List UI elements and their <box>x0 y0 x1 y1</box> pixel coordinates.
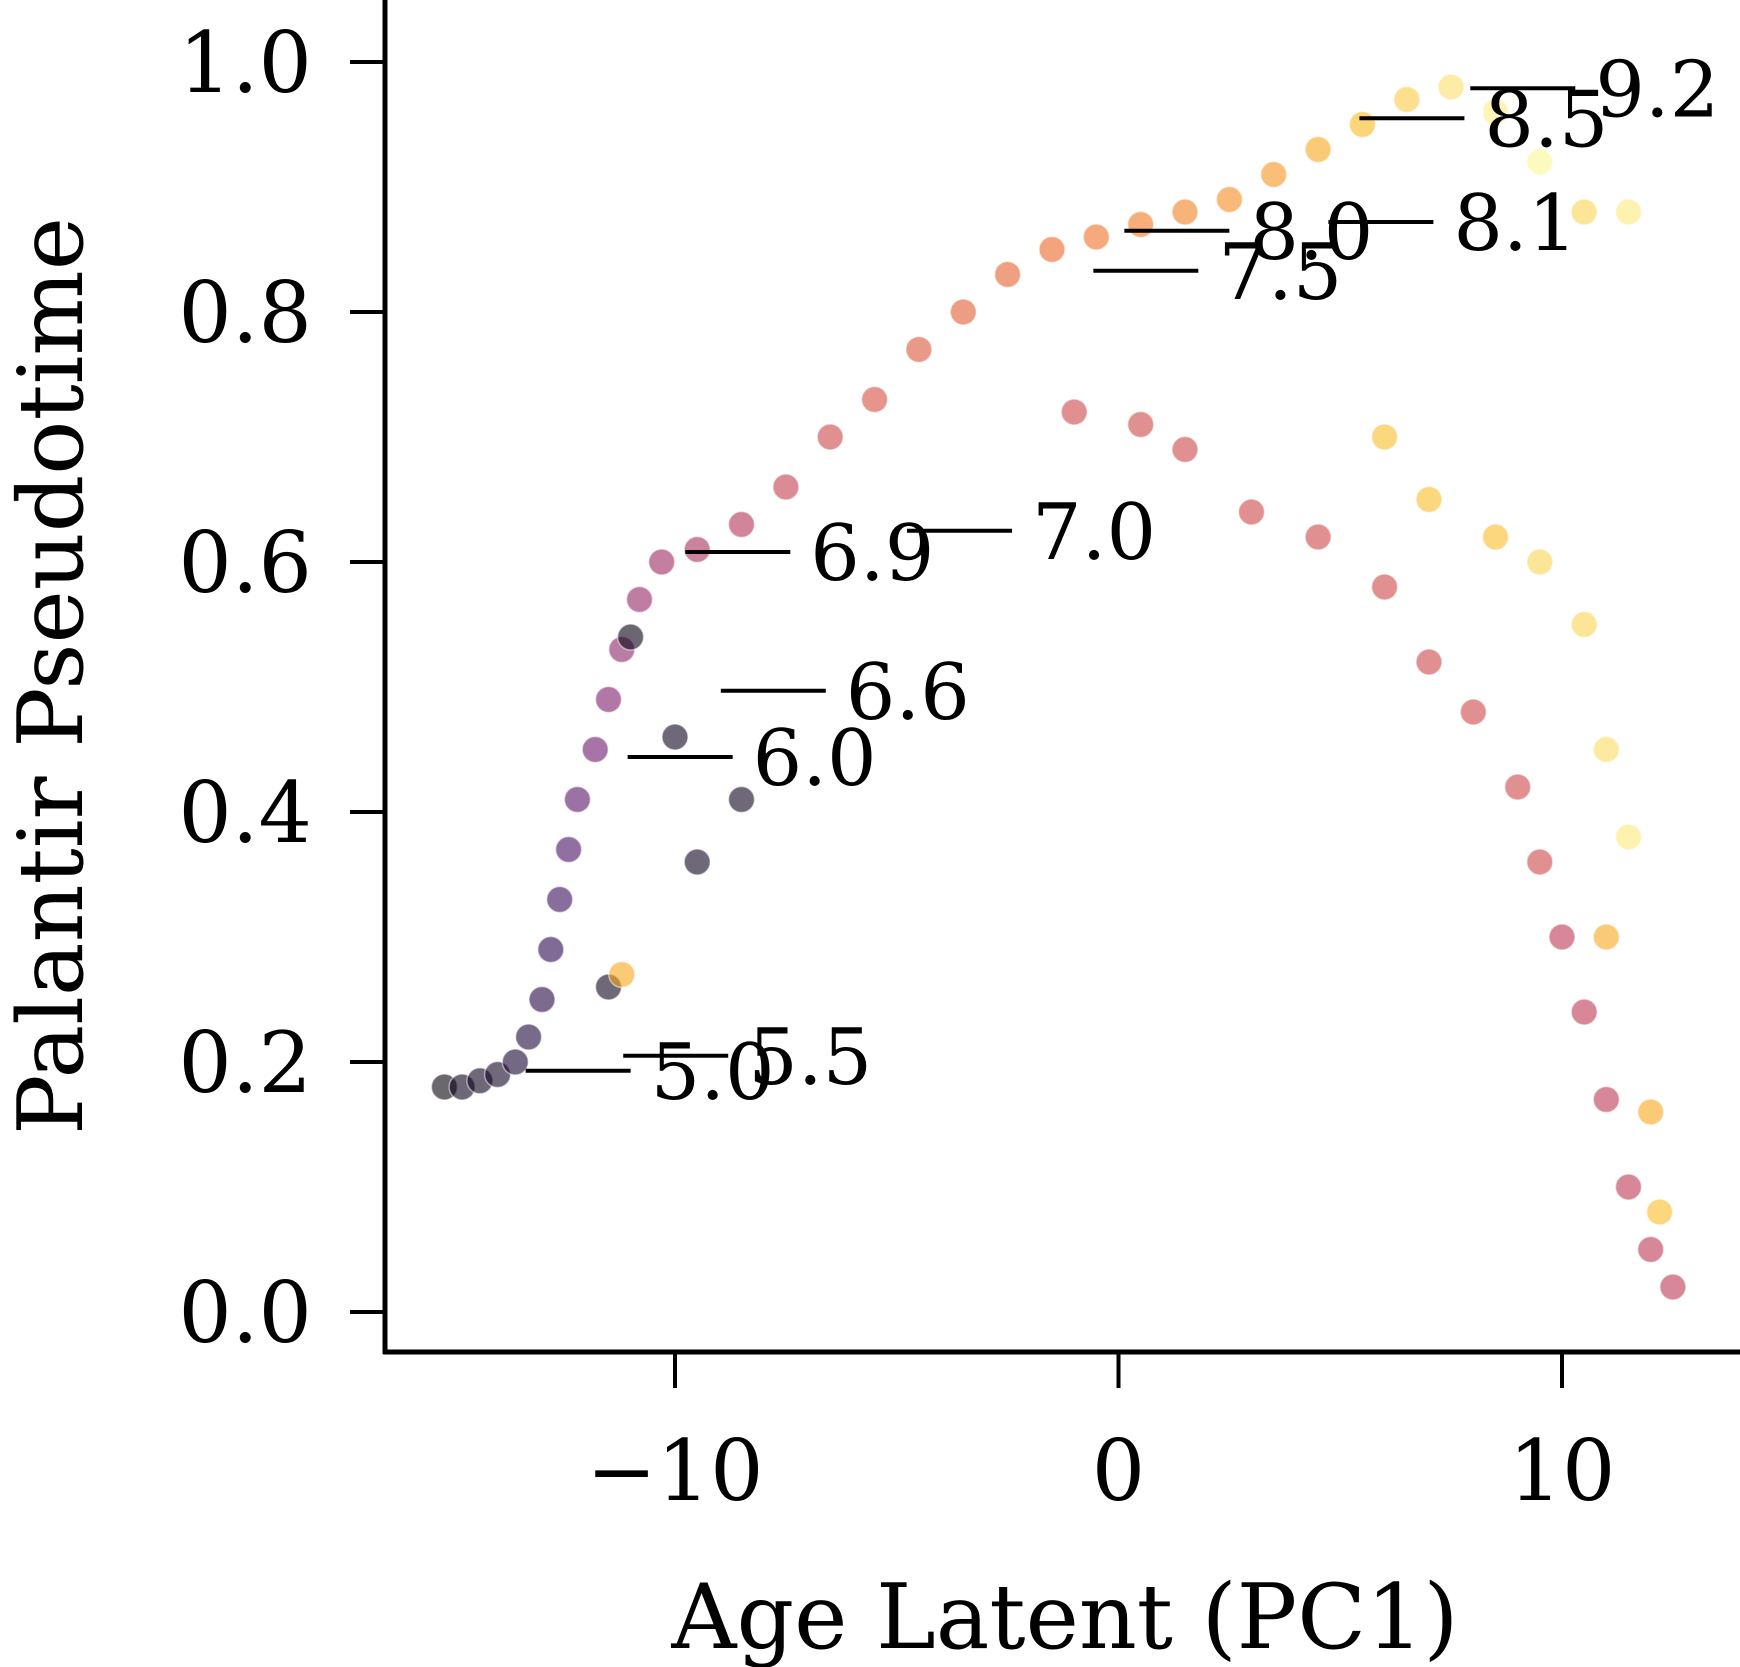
data-point <box>1636 1235 1665 1264</box>
data-point <box>1570 198 1598 226</box>
axes <box>382 0 1740 1355</box>
data-point <box>1393 85 1421 114</box>
data-point <box>1259 160 1288 189</box>
data-point <box>1481 98 1510 126</box>
annotation-label: 8.1 <box>1453 179 1577 269</box>
data-point <box>1548 923 1576 951</box>
y-tick-label: 0.4 <box>178 764 312 862</box>
y-ticks: 0.0 0.2 0.4 0.6 0.8 1.0 <box>178 14 385 1362</box>
data-point <box>1215 185 1244 214</box>
data-point <box>1570 610 1598 639</box>
data-point <box>993 260 1022 289</box>
data-point <box>683 848 711 876</box>
data-point <box>1645 1198 1674 1226</box>
data-point <box>1614 823 1643 851</box>
data-point <box>537 935 565 964</box>
data-point <box>1370 423 1399 451</box>
data-point <box>608 960 636 989</box>
data-point <box>1415 485 1443 514</box>
y-tick-label: 0.2 <box>178 1014 312 1112</box>
data-point <box>1060 398 1088 426</box>
annotation-label: 6.0 <box>753 714 877 804</box>
data-point <box>1526 548 1554 576</box>
data-point <box>1126 410 1155 439</box>
data-point <box>514 1023 543 1051</box>
data-point <box>1304 523 1332 551</box>
annotation-label: 5.5 <box>748 1013 872 1103</box>
data-point <box>501 1048 530 1076</box>
data-point <box>581 735 609 764</box>
data-point <box>1459 698 1488 726</box>
data-point <box>1348 110 1377 139</box>
data-point <box>1636 1098 1665 1126</box>
data-point <box>772 473 800 501</box>
data-point <box>1592 1085 1621 1114</box>
data-point <box>1415 648 1443 676</box>
data-point <box>816 423 844 451</box>
annotation-label: 8.0 <box>1249 188 1373 278</box>
data-point <box>554 835 583 864</box>
data-point <box>563 785 592 814</box>
data-point <box>1592 923 1621 951</box>
scatter-points <box>430 73 1687 1301</box>
data-point <box>661 723 689 751</box>
annotation-labels: 5.05.56.06.66.9 7.07.58.0 8.18.59.2 <box>525 45 1719 1118</box>
data-point <box>1171 198 1199 226</box>
annotation-label: 6.6 <box>846 648 970 738</box>
data-point <box>1082 223 1111 251</box>
data-point <box>1038 235 1066 264</box>
data-point <box>905 335 933 364</box>
data-point <box>683 535 711 564</box>
data-point <box>1526 148 1554 176</box>
data-point <box>625 585 654 614</box>
data-point <box>1526 848 1554 876</box>
data-point <box>860 385 889 414</box>
data-point <box>1481 523 1510 551</box>
annotation-label: 7.0 <box>1032 488 1156 578</box>
data-point <box>528 985 556 1014</box>
data-point <box>616 623 645 651</box>
data-point <box>1503 773 1532 801</box>
data-point <box>727 785 756 814</box>
x-tick-label: 0 <box>1092 1422 1145 1520</box>
y-tick-label: 1.0 <box>178 14 312 112</box>
data-point <box>1237 498 1266 526</box>
x-axis-label: Age Latent (PC1) <box>671 1565 1459 1667</box>
data-point <box>1570 998 1598 1026</box>
data-point <box>1614 1173 1643 1201</box>
y-tick-label: 0.6 <box>178 514 312 612</box>
x-ticks: −10 0 10 <box>586 1352 1615 1520</box>
data-point <box>594 685 623 714</box>
data-point <box>1126 210 1155 239</box>
data-point <box>647 548 676 576</box>
data-point <box>727 510 756 539</box>
data-point <box>1171 435 1199 464</box>
x-tick-label: −10 <box>586 1422 763 1520</box>
annotation-label: 5.0 <box>651 1028 775 1118</box>
y-tick-label: 0.0 <box>178 1264 312 1362</box>
data-point <box>545 885 574 914</box>
data-point <box>1659 1273 1687 1301</box>
data-point <box>1304 135 1332 164</box>
annotation-label: 9.2 <box>1595 45 1719 135</box>
data-point <box>949 298 978 326</box>
x-tick-label: 10 <box>1509 1422 1616 1520</box>
annotation-label: 6.9 <box>810 509 934 599</box>
data-point <box>1370 573 1399 601</box>
data-point <box>1437 73 1465 101</box>
y-tick-label: 0.8 <box>178 264 312 362</box>
y-axis-label: Palantir Pseudotime <box>0 217 104 1135</box>
data-point <box>1592 735 1621 764</box>
data-point <box>1614 198 1643 226</box>
annotation-label: 7.5 <box>1218 228 1342 318</box>
